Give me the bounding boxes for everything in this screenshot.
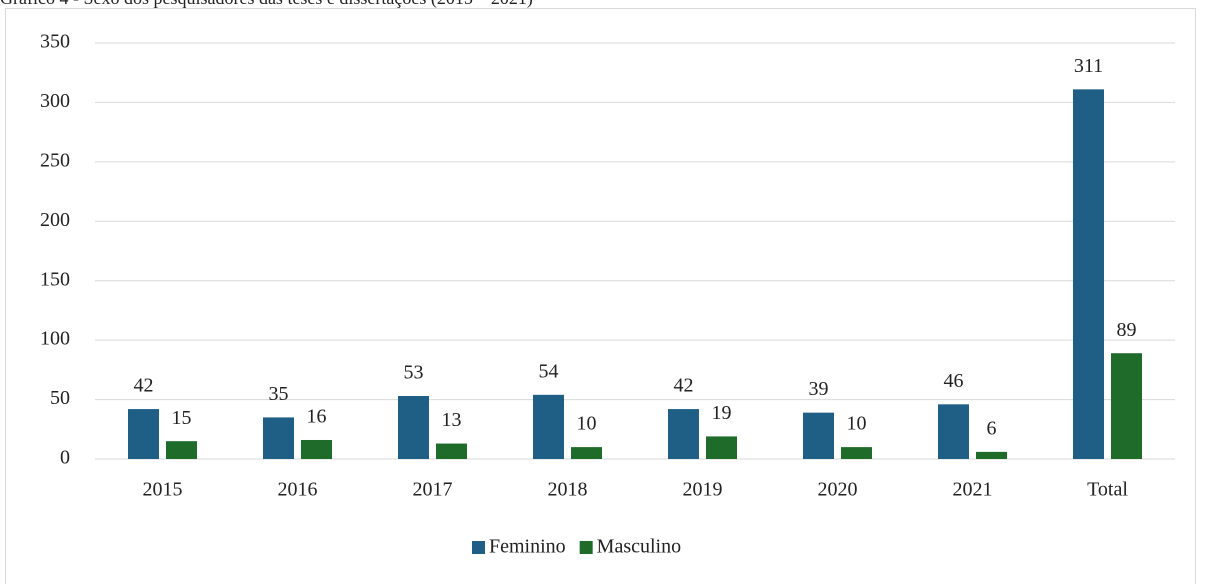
- y-tick-label: 100: [40, 328, 70, 350]
- data-label: 35: [269, 383, 289, 405]
- y-tick-label: 200: [40, 209, 70, 231]
- bar: [1073, 89, 1104, 460]
- y-tick-label: 300: [40, 90, 70, 112]
- data-label: 39: [809, 378, 829, 400]
- data-label: 53: [404, 362, 424, 384]
- bar: [1111, 353, 1142, 459]
- y-tick-label: 150: [40, 268, 70, 290]
- x-tick-label: 2017: [413, 479, 453, 501]
- legend-swatch: [472, 541, 485, 554]
- data-label: 311: [1074, 55, 1103, 77]
- bar: [706, 436, 737, 459]
- data-label: 15: [172, 407, 192, 429]
- data-label: 16: [307, 406, 327, 428]
- bar: [436, 443, 467, 459]
- data-label: 42: [674, 375, 694, 397]
- bar: [976, 451, 1007, 459]
- bar: [533, 394, 564, 459]
- bar: [398, 396, 429, 459]
- bar: [571, 447, 602, 459]
- chart-title: Gráfico 4 - Sexo dos pesquisadores das t…: [0, 0, 533, 9]
- data-label: 42: [134, 375, 154, 397]
- data-label: 10: [847, 413, 867, 435]
- x-tick-label: 2020: [818, 479, 858, 501]
- legend-label: Masculino: [597, 536, 681, 558]
- bar: [668, 409, 699, 459]
- bar: [128, 409, 159, 459]
- bar: [263, 417, 294, 459]
- y-tick-label: 350: [40, 31, 70, 53]
- data-label: 89: [1117, 319, 1137, 341]
- y-tick-label: 50: [50, 387, 70, 409]
- x-tick-label: 2016: [278, 479, 318, 501]
- bar: [938, 404, 969, 459]
- x-tick-label: 2019: [683, 479, 723, 501]
- data-label: 13: [442, 409, 462, 431]
- data-label: 6: [987, 417, 997, 439]
- bar: [166, 441, 197, 459]
- bar: [301, 439, 332, 459]
- x-tick-label: 2021: [953, 479, 993, 501]
- data-label: 10: [577, 413, 597, 435]
- x-tick-label: Total: [1087, 479, 1128, 501]
- x-tick-label: 2018: [548, 479, 588, 501]
- chart-border: [5, 8, 1196, 584]
- data-label: 46: [944, 370, 964, 392]
- data-label: 19: [712, 402, 732, 424]
- legend-label: Feminino: [489, 536, 566, 558]
- legend-swatch: [579, 541, 593, 554]
- bar: [841, 447, 872, 459]
- bar: [803, 412, 834, 459]
- y-tick-label: 0: [60, 447, 70, 469]
- y-tick-label: 250: [40, 149, 70, 171]
- data-label: 54: [539, 360, 559, 382]
- x-tick-label: 2015: [143, 479, 183, 501]
